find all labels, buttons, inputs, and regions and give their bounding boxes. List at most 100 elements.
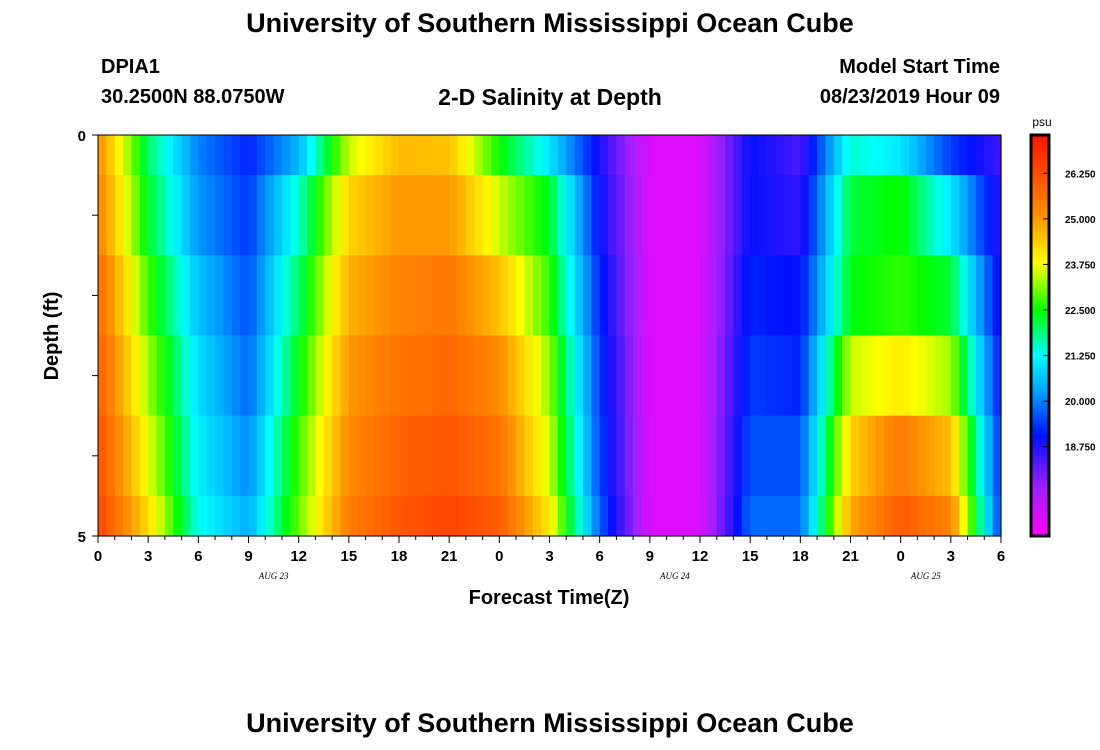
heatmap-cell <box>758 255 768 337</box>
heatmap-cell <box>725 415 735 497</box>
heatmap-cell <box>541 175 551 256</box>
heatmap-cell <box>624 415 634 497</box>
x-tick-label: 0 <box>94 548 102 565</box>
heatmap-cell <box>465 415 475 497</box>
heatmap-cell <box>440 495 450 537</box>
heatmap-cell <box>189 495 199 537</box>
heatmap-cell <box>791 135 801 176</box>
heatmap-cell <box>842 335 852 417</box>
heatmap-cell <box>348 175 358 256</box>
heatmap-cell <box>399 175 408 256</box>
heatmap-cell <box>315 335 325 417</box>
heatmap-cell <box>624 175 634 256</box>
heatmap-cell <box>825 175 835 256</box>
heatmap-cell <box>432 495 442 537</box>
heatmap-cell <box>691 335 701 417</box>
heatmap-cell <box>817 335 827 417</box>
heatmap-cell <box>825 135 835 176</box>
heatmap-cell <box>817 175 827 256</box>
heatmap-cell <box>658 335 668 417</box>
heatmap-cell <box>482 255 492 337</box>
heatmap-cell <box>490 335 500 417</box>
heatmap-cell <box>909 135 918 176</box>
heatmap-cell <box>373 415 383 497</box>
heatmap-cell <box>507 415 517 497</box>
heatmap-cell <box>992 335 1002 417</box>
heatmap-cell <box>708 255 718 337</box>
heatmap-cell <box>975 135 985 176</box>
x-tick-label: 3 <box>144 548 152 565</box>
heatmap-cell <box>424 255 434 337</box>
heatmap-cell <box>415 175 425 256</box>
heatmap-cell <box>582 335 592 417</box>
heatmap-cell <box>139 415 149 497</box>
heatmap-cell <box>733 135 743 176</box>
heatmap-cell <box>959 495 969 537</box>
heatmap-cell <box>725 135 735 176</box>
heatmap-cell <box>582 415 592 497</box>
heatmap-cell <box>465 255 475 337</box>
heatmap-cell <box>323 335 333 417</box>
x-axis-label: Forecast Time(Z) <box>469 587 630 609</box>
heatmap-cell <box>925 415 935 497</box>
heatmap-cell <box>499 415 509 497</box>
heatmap-cell <box>248 135 258 176</box>
heatmap-cell <box>206 135 216 176</box>
heatmap-cell <box>365 135 375 176</box>
heatmap-cell <box>716 335 726 417</box>
heatmap-cell <box>875 495 885 537</box>
heatmap-cell <box>733 175 743 256</box>
heatmap-cell <box>616 175 626 256</box>
heatmap-cell <box>608 495 617 537</box>
heatmap-cell <box>415 335 425 417</box>
heatmap-cell <box>549 255 559 337</box>
heatmap-cell <box>490 495 500 537</box>
heatmap-cell <box>591 135 601 176</box>
heatmap-cell <box>223 135 233 176</box>
heatmap-cell <box>131 495 141 537</box>
heatmap-cell <box>123 495 133 537</box>
heatmap-cell <box>825 255 835 337</box>
heatmap-cell <box>858 175 868 256</box>
heatmap-cell <box>273 415 283 497</box>
heatmap-cell <box>541 335 551 417</box>
heatmap-cell <box>842 175 852 256</box>
heatmap-cell <box>833 335 843 417</box>
heatmap-cell <box>633 255 643 337</box>
heatmap-cell <box>164 175 174 256</box>
heatmap-cell <box>900 135 910 176</box>
colorbar-tick-label: 18.750 <box>1065 443 1096 454</box>
heatmap-cell <box>616 335 626 417</box>
heatmap-cell <box>599 135 609 176</box>
heatmap-cell <box>582 135 592 176</box>
heatmap-cell <box>365 495 375 537</box>
heatmap-cell <box>332 415 342 497</box>
heatmap-cell <box>750 415 760 497</box>
colorbar-tick-label: 22.500 <box>1065 306 1096 317</box>
heatmap-cell <box>800 335 810 417</box>
heatmap-cell <box>290 335 300 417</box>
heatmap-cell <box>365 415 375 497</box>
heatmap-cell <box>340 135 350 176</box>
x-tick-label: 6 <box>997 548 1005 565</box>
heatmap-cell <box>407 255 417 337</box>
heatmap-cell <box>641 335 651 417</box>
heatmap-cell <box>842 415 852 497</box>
heatmap-cell <box>407 335 417 417</box>
heatmap-cell <box>808 415 818 497</box>
heatmap-cell <box>332 175 342 256</box>
heatmap-cell <box>98 415 107 497</box>
heatmap-cell <box>766 175 776 256</box>
heatmap-cell <box>967 335 977 417</box>
heatmap-cell <box>574 175 584 256</box>
heatmap-cell <box>415 255 425 337</box>
date-label: AUG 24 <box>659 571 690 581</box>
heatmap-cell <box>666 335 676 417</box>
heatmap-cell <box>114 255 124 337</box>
heatmap-cell <box>449 335 459 417</box>
heatmap-cell <box>173 255 183 337</box>
x-tick-label: 12 <box>692 548 709 565</box>
heatmap-cell <box>281 415 291 497</box>
heatmap-cell <box>909 335 918 417</box>
